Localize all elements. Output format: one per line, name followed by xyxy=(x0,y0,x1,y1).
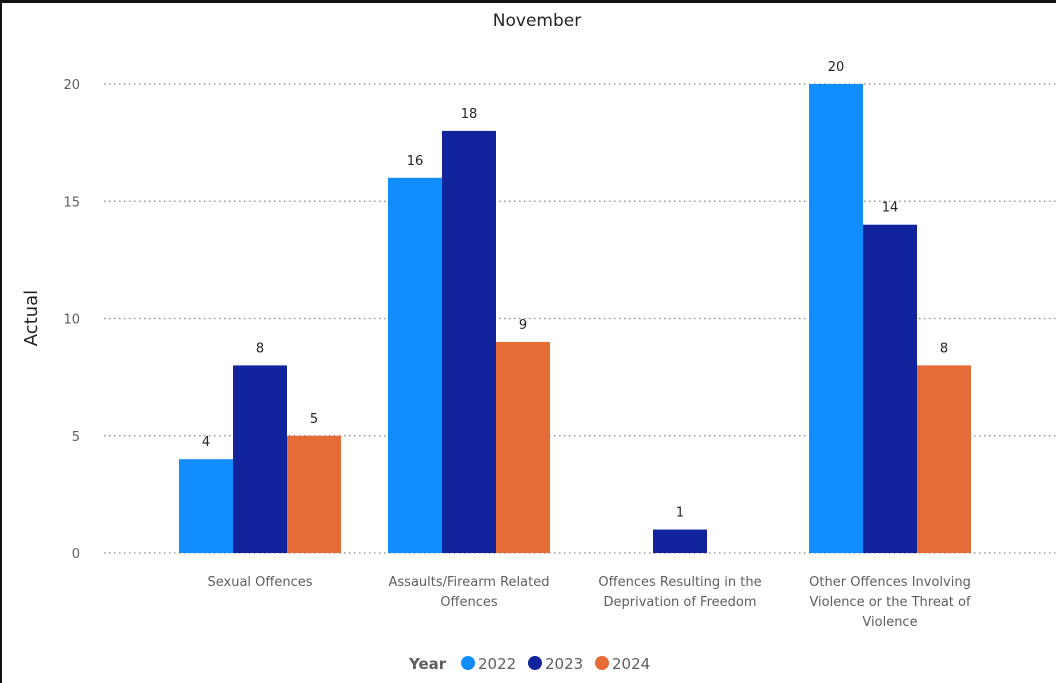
bar-2022-1[interactable] xyxy=(179,459,233,553)
gridlines xyxy=(104,83,1056,554)
data-label: 14 xyxy=(882,201,899,216)
category-label: Assaults/Firearm Related Offences xyxy=(389,575,550,610)
bar-2024-4[interactable] xyxy=(917,365,971,553)
bar-2024-2[interactable] xyxy=(496,341,550,553)
legend-swatch-2023[interactable] xyxy=(528,656,542,670)
y-tick-label: 5 xyxy=(72,430,80,445)
y-tick-label: 15 xyxy=(63,195,80,210)
legend-item-2023[interactable]: 2023 xyxy=(545,655,583,673)
data-label: 9 xyxy=(519,318,527,333)
category-label: Offences Resulting in the Deprivation of … xyxy=(598,575,761,610)
y-tick-label: 10 xyxy=(63,313,80,328)
y-axis-ticks: 0 5 10 15 20 xyxy=(63,78,80,562)
bar-2022-4[interactable] xyxy=(809,84,863,553)
data-label: 5 xyxy=(310,412,318,427)
legend-item-2024[interactable]: 2024 xyxy=(612,655,650,673)
legend-item-2022[interactable]: 2022 xyxy=(478,655,516,673)
bar-2022-2[interactable] xyxy=(388,177,442,554)
data-label: 4 xyxy=(202,435,210,450)
category-label: Other Offences Involving Violence or the … xyxy=(809,575,971,630)
y-tick-label: 0 xyxy=(72,547,80,562)
x-axis-categories: Sexual Offences Assaults/Firearm Related O… xyxy=(207,575,971,630)
y-tick-label: 20 xyxy=(63,78,80,93)
bar-2023-4[interactable] xyxy=(863,224,917,553)
data-labels: 4 16 20 8 18 1 14 5 9 8 xyxy=(202,60,948,521)
legend-swatch-2022[interactable] xyxy=(461,656,475,670)
chart-title: November xyxy=(493,11,581,31)
bar-2024-1[interactable] xyxy=(287,435,341,553)
category-label: Sexual Offences xyxy=(207,575,312,590)
bar-2023-2[interactable] xyxy=(442,130,496,553)
data-label: 16 xyxy=(407,154,424,169)
data-label: 1 xyxy=(676,506,684,521)
data-label: 8 xyxy=(940,341,948,356)
legend[interactable]: Year 2022 2023 2024 xyxy=(408,655,650,673)
bars xyxy=(179,84,971,554)
bar-2023-3[interactable] xyxy=(653,529,707,553)
bar-2023-1[interactable] xyxy=(233,365,287,553)
y-axis-label: Actual xyxy=(21,290,42,346)
legend-title: Year xyxy=(408,655,447,673)
data-label: 20 xyxy=(828,60,845,75)
data-label: 8 xyxy=(256,341,264,356)
data-label: 18 xyxy=(461,107,478,122)
legend-swatch-2024[interactable] xyxy=(595,656,609,670)
